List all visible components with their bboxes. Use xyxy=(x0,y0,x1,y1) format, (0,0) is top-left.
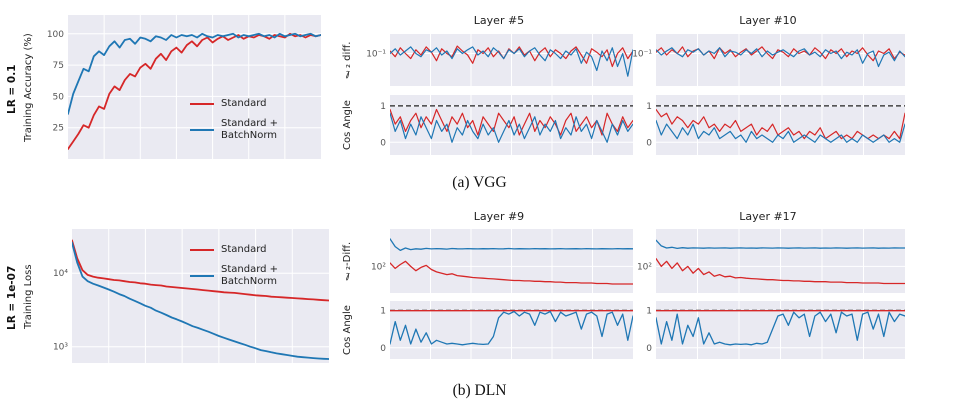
svg-text:50: 50 xyxy=(53,92,65,102)
batchnorm-line-swatch xyxy=(190,129,214,131)
legend-label-batchnorm: Standard + BatchNorm xyxy=(221,263,279,288)
legend-item-batchnorm: Standard + BatchNorm xyxy=(190,118,278,143)
caption-a-vgg: (a) VGG xyxy=(452,174,507,191)
y-axis-label-training-accuracy: Training Accuracy (%) xyxy=(23,33,34,143)
svg-text:10⁻¹: 10⁻¹ xyxy=(632,50,652,60)
svg-text:25: 25 xyxy=(53,124,64,134)
y-axis-label-cos-angle-dln: Cos Angle xyxy=(342,305,353,355)
vgg-training-accuracy-chart: 100 75 50 25 xyxy=(38,12,324,162)
legend-label-standard: Standard xyxy=(221,244,267,255)
legend-item-standard: Standard xyxy=(190,244,278,257)
y-axis-label-cos-angle-vgg: Cos Angle xyxy=(342,100,353,150)
legend-label-batchnorm: Standard + BatchNorm xyxy=(221,117,279,142)
panel-title-layer-10: Layer #10 xyxy=(739,14,797,27)
vgg-accuracy-legend: Standard Standard + BatchNorm xyxy=(190,98,278,143)
svg-text:75: 75 xyxy=(53,61,64,71)
standard-line-swatch xyxy=(190,103,214,106)
legend-item-batchnorm: Standard + BatchNorm xyxy=(190,264,278,289)
dln-layer17-l2diff-chart: 10² xyxy=(628,226,908,296)
svg-text:0: 0 xyxy=(646,138,652,148)
svg-text:1: 1 xyxy=(380,102,386,112)
legend-label-standard: Standard xyxy=(221,98,267,109)
vgg-layer10-l2diff-chart: 10⁻¹ xyxy=(628,31,908,89)
panel-title-layer-9: Layer #9 xyxy=(473,210,525,223)
svg-text:10⁻¹: 10⁻¹ xyxy=(366,50,386,60)
svg-text:10³: 10³ xyxy=(53,343,68,353)
svg-text:1: 1 xyxy=(380,306,386,316)
svg-text:10⁴: 10⁴ xyxy=(53,269,68,279)
dln-layer9-l2diff-chart: 10² xyxy=(362,226,636,296)
panel-title-layer-5: Layer #5 xyxy=(473,14,525,27)
vgg-layer5-l2diff-chart: 10⁻¹ xyxy=(362,31,636,89)
standard-line-swatch xyxy=(190,249,214,252)
svg-text:10²: 10² xyxy=(637,262,652,272)
row-label-lr-0.1: LR = 0.1 xyxy=(6,64,18,114)
y-axis-label-l2-diff-vgg: ℓ₂ diff. xyxy=(342,41,353,79)
row-label-lr-1e-07: LR = 1e-07 xyxy=(6,265,18,331)
svg-text:100: 100 xyxy=(47,30,64,40)
svg-text:0: 0 xyxy=(380,344,386,354)
panel-title-layer-17: Layer #17 xyxy=(739,210,797,223)
svg-text:1: 1 xyxy=(646,306,652,316)
legend-item-standard: Standard xyxy=(190,98,278,111)
svg-text:10²: 10² xyxy=(371,262,386,272)
svg-text:1: 1 xyxy=(646,102,652,112)
dln-training-loss-chart: 10⁴ 10³ xyxy=(38,226,332,366)
svg-text:0: 0 xyxy=(380,138,386,148)
caption-b-dln: (b) DLN xyxy=(452,382,507,399)
batchnorm-line-swatch xyxy=(190,275,214,277)
y-axis-label-training-loss: Training Loss xyxy=(23,264,34,330)
y-axis-label-l2-diff-dln: ℓ₂-Diff. xyxy=(342,241,353,281)
svg-text:0: 0 xyxy=(646,344,652,354)
dln-loss-legend: Standard Standard + BatchNorm xyxy=(190,244,278,289)
